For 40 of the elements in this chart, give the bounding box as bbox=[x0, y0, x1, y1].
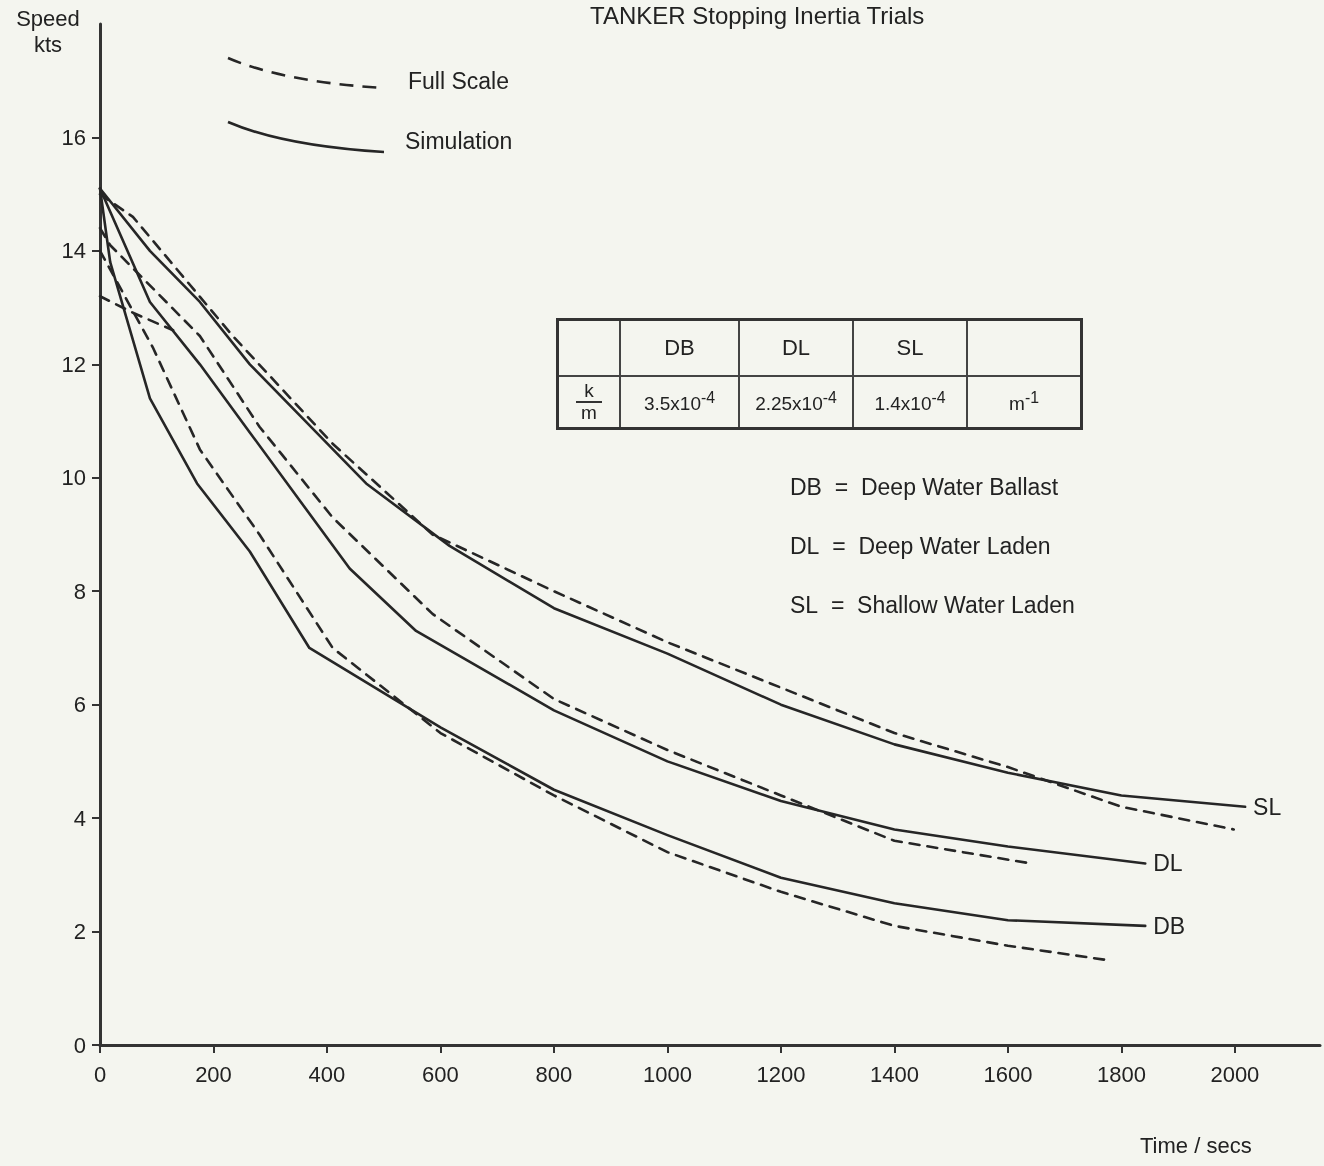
x-tick-label: 1200 bbox=[756, 1061, 806, 1087]
annotation: m bbox=[580, 401, 598, 423]
x-tick-label: 2000 bbox=[1210, 1061, 1260, 1087]
x-axis-title: Time / secs bbox=[1140, 1133, 1252, 1159]
annotation: Full Scale bbox=[408, 68, 509, 95]
annotation: DB = Deep Water Ballast bbox=[790, 474, 1059, 501]
x-tick-label: 800 bbox=[535, 1061, 573, 1087]
annotation: 1.4x10$^{-4}$ bbox=[853, 376, 967, 429]
annotation: SL = Shallow Water Laden bbox=[790, 592, 1075, 619]
x-tick-label: 1000 bbox=[642, 1061, 692, 1087]
annotation: DB bbox=[620, 319, 739, 376]
annotation: Simulation bbox=[405, 128, 513, 155]
series-label: DL bbox=[1153, 850, 1183, 877]
y-tick-label: 14 bbox=[61, 238, 86, 264]
annotation: 2.25x10$^{-4}$ bbox=[739, 376, 853, 429]
y-tick-label: 6 bbox=[73, 692, 86, 718]
series-label: DB bbox=[1153, 912, 1186, 939]
y-tick-label: 0 bbox=[73, 1032, 86, 1058]
x-tick-label: 400 bbox=[308, 1061, 346, 1087]
annotation: 3.5x10$^{-4}$ bbox=[620, 376, 739, 429]
annotation: SL bbox=[853, 319, 967, 376]
x-tick-label: 200 bbox=[195, 1061, 232, 1087]
chart-title: TANKER Stopping Inertia Trials bbox=[590, 2, 925, 30]
annotation: k bbox=[576, 379, 602, 403]
y-tick-label: 4 bbox=[73, 805, 86, 831]
annotation: DL bbox=[739, 319, 853, 376]
x-tick-label: 600 bbox=[422, 1061, 459, 1087]
x-tick-label: 1600 bbox=[983, 1061, 1033, 1087]
annotation: DL = Deep Water Laden bbox=[790, 533, 1051, 560]
y-tick-label: 16 bbox=[61, 124, 86, 150]
y-tick-label: 12 bbox=[61, 351, 86, 377]
y-tick-label: 2 bbox=[73, 919, 86, 945]
y-tick-label: 10 bbox=[61, 465, 86, 491]
x-tick-label: 1400 bbox=[869, 1061, 919, 1087]
annotation: m$^{-1}$ bbox=[967, 376, 1082, 429]
y-axis-title: Speed kts bbox=[15, 6, 81, 58]
x-tick-label: 1800 bbox=[1096, 1061, 1146, 1087]
series-label: SL bbox=[1253, 793, 1282, 820]
y-tick-label: 8 bbox=[73, 578, 86, 604]
x-tick-label: 0 bbox=[93, 1061, 107, 1087]
